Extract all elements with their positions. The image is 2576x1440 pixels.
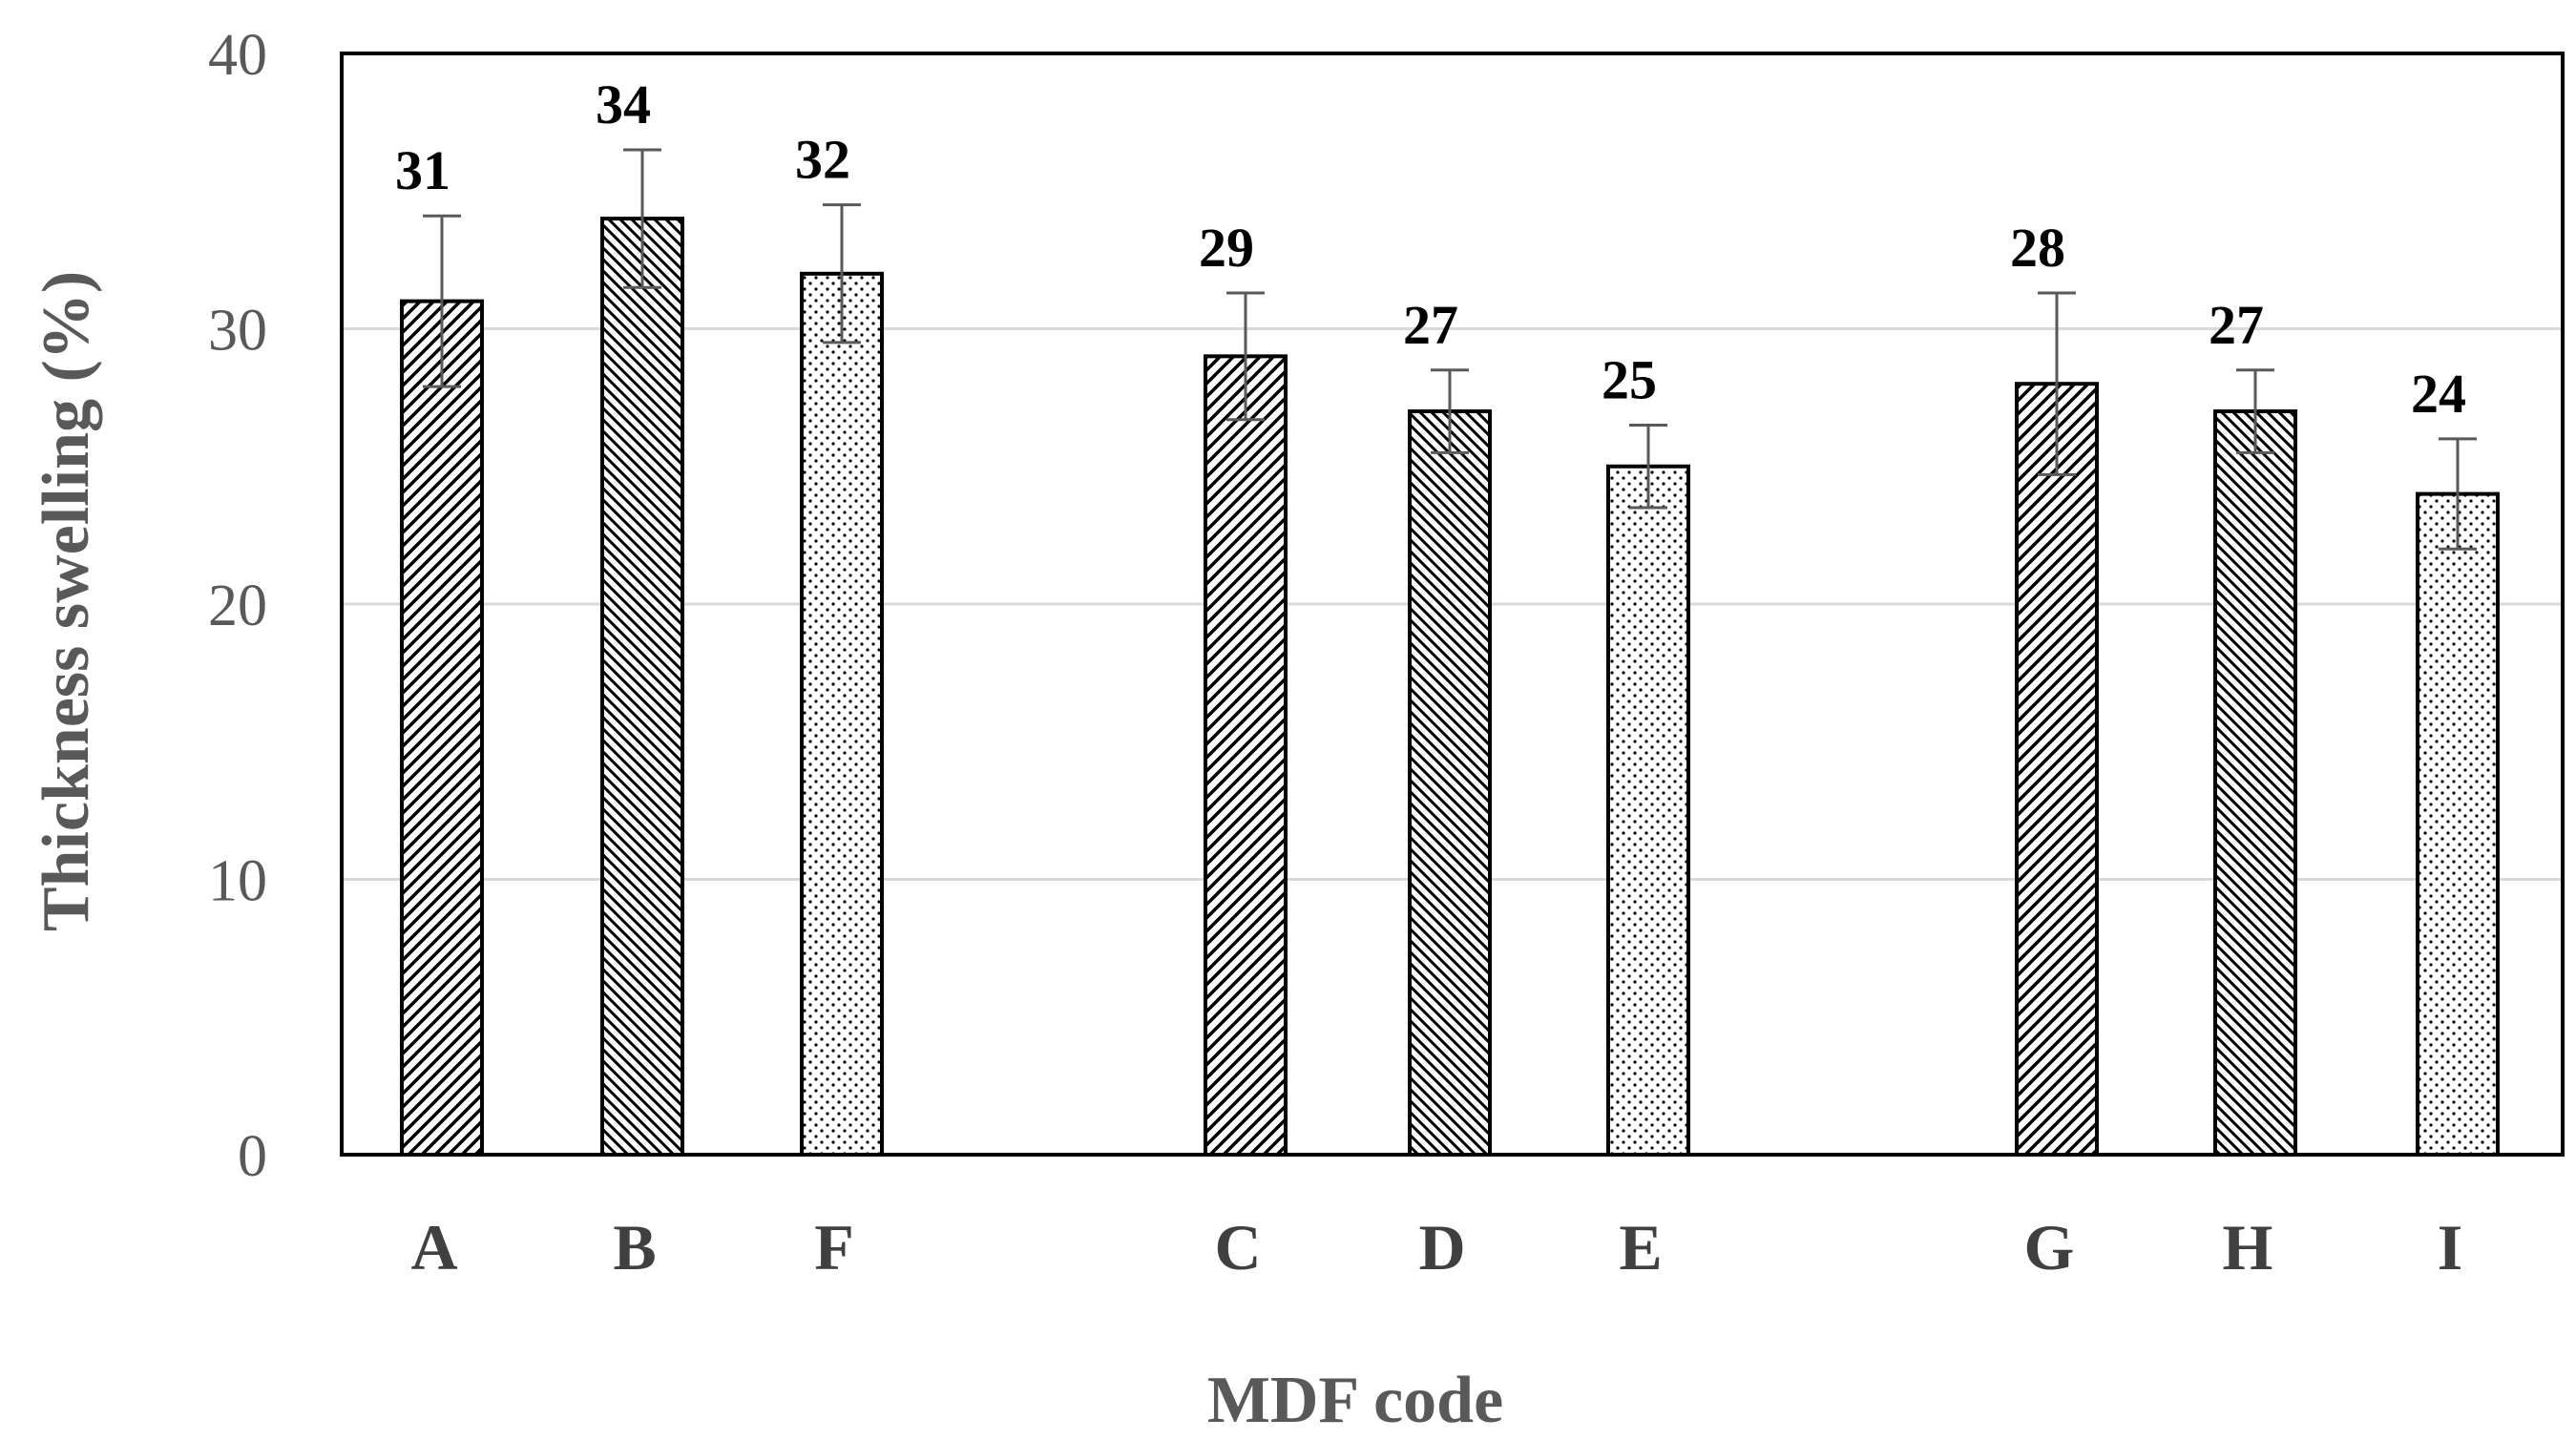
data-label-e: 25 — [1602, 348, 1657, 410]
error-bar-c — [1226, 291, 1265, 422]
bar-b — [600, 217, 684, 1158]
y-tick-label: 40 — [208, 23, 267, 88]
y-tick-label: 10 — [208, 849, 267, 914]
x-tick-label: A — [410, 1211, 457, 1283]
plot-area-frame — [340, 52, 2565, 1157]
bar-h — [2213, 409, 2297, 1157]
y-tick-label: 20 — [208, 574, 267, 638]
data-label-d: 27 — [1403, 294, 1458, 356]
error-bar-e — [1629, 423, 1667, 510]
error-bar-d — [1431, 368, 1469, 454]
error-bar-b — [623, 148, 661, 289]
x-tick-label: G — [2024, 1211, 2075, 1283]
data-label-h: 27 — [2209, 294, 2264, 356]
error-bar-f — [823, 203, 861, 344]
bar-a — [400, 299, 484, 1157]
bar-f — [800, 271, 884, 1157]
error-bar-i — [2439, 437, 2477, 551]
y-axis-title: Thickness swelling (%) — [30, 271, 103, 931]
data-label-i: 24 — [2411, 363, 2466, 425]
error-bar-a — [423, 214, 461, 388]
data-label-a: 31 — [395, 139, 450, 201]
x-tick-label: I — [2438, 1211, 2462, 1283]
data-label-c: 29 — [1199, 217, 1254, 279]
bars — [400, 217, 2500, 1158]
bar-d — [1408, 409, 1492, 1157]
y-tick-label: 30 — [208, 299, 267, 364]
error-bar-g — [2038, 291, 2076, 476]
data-label-b: 34 — [596, 73, 651, 136]
bar-e — [1606, 464, 1690, 1157]
x-axis-title: MDF code — [1207, 1364, 1503, 1437]
x-tick-label: C — [1214, 1211, 1261, 1283]
x-tick-label: D — [1418, 1211, 1465, 1283]
x-tick-label: B — [613, 1211, 656, 1283]
x-tick-label: E — [1619, 1211, 1662, 1283]
y-axis-ticks: 0 10 20 30 40 — [208, 23, 267, 1189]
bar-c — [1204, 354, 1288, 1158]
bar-g — [2015, 382, 2099, 1157]
x-tick-label: H — [2223, 1211, 2273, 1283]
data-label-g: 28 — [2010, 217, 2065, 279]
y-tick-label: 0 — [238, 1124, 267, 1189]
data-labels: 31 34 32 29 27 25 28 27 24 — [395, 73, 2466, 425]
error-bars — [423, 148, 2477, 551]
x-tick-label: F — [814, 1211, 854, 1283]
error-bar-h — [2236, 368, 2274, 454]
bar-i — [2416, 491, 2500, 1157]
data-label-f: 32 — [795, 129, 850, 191]
